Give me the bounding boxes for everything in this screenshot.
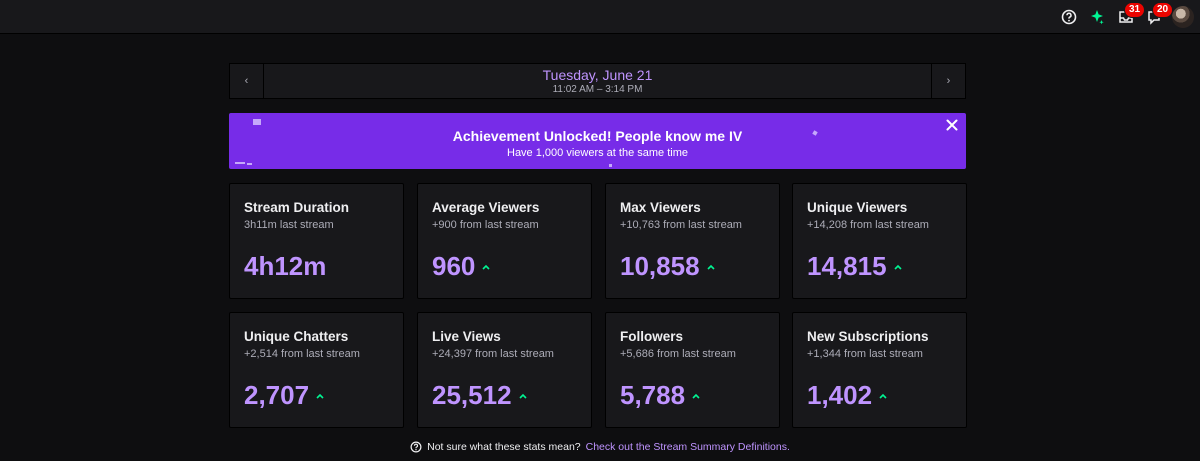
stat-comparison: +14,208 from last stream — [807, 219, 929, 231]
stat-value: 5,788 — [620, 380, 686, 410]
inbox-icon[interactable]: 31 — [1118, 2, 1146, 25]
stat-value-row: 1,402 — [807, 380, 887, 411]
stat-card: Average Viewers +900 from last stream 960 — [417, 183, 592, 299]
achievement-banner: Achievement Unlocked! People know me IV … — [229, 113, 966, 169]
achievement-subtitle: Have 1,000 viewers at the same time — [507, 147, 688, 159]
stat-title: Unique Viewers — [807, 200, 908, 215]
stat-value: 1,402 — [807, 380, 873, 410]
confetti-decoration — [247, 163, 252, 165]
notifications-badge: 20 — [1152, 2, 1174, 18]
close-icon — [946, 119, 958, 131]
help-icon[interactable] — [1061, 9, 1077, 25]
stat-value: 4h12m — [244, 251, 327, 281]
stat-card: Unique Chatters +2,514 from last stream 2,… — [229, 312, 404, 428]
stat-value-row: 25,512 — [432, 380, 527, 411]
stat-value: 2,707 — [244, 380, 310, 410]
inbox-badge: 31 — [1124, 2, 1146, 18]
stat-card: Stream Duration 3h11m last stream 4h12m — [229, 183, 404, 299]
stat-comparison: +1,344 from last stream — [807, 348, 923, 360]
next-stream-button[interactable]: › — [931, 64, 965, 98]
notifications-icon[interactable]: 20 — [1146, 2, 1174, 25]
stream-time-range: 11:02 AM – 3:14 PM — [552, 84, 643, 95]
stat-title: Stream Duration — [244, 200, 350, 215]
stat-card: New Subscriptions +1,344 from last stream… — [792, 312, 967, 428]
stat-card: Max Viewers +10,763 from last stream 10,85… — [605, 183, 780, 299]
stat-comparison: 3h11m last stream — [244, 219, 334, 231]
stat-card: Unique Viewers +14,208 from last stream 14… — [792, 183, 967, 299]
date-navigator: ‹ Tuesday, June 21 11:02 AM – 3:14 PM › — [229, 63, 966, 99]
stat-comparison: +2,514 from last stream — [244, 348, 360, 360]
stat-comparison: +24,397 from last stream — [432, 348, 554, 360]
stat-title: Followers — [620, 329, 684, 344]
help-icon — [410, 441, 422, 453]
definitions-link[interactable]: Check out the Stream Summary Definitions… — [585, 441, 790, 453]
stream-date: Tuesday, June 21 — [542, 67, 653, 83]
close-banner-button[interactable] — [944, 117, 960, 133]
prime-crown-icon[interactable] — [1089, 9, 1105, 25]
confetti-decoration — [235, 162, 245, 164]
previous-stream-button[interactable]: ‹ — [230, 64, 264, 98]
chevron-right-icon: › — [946, 75, 951, 87]
trend-up-icon — [518, 393, 527, 399]
stat-value-row: 4h12m — [244, 251, 326, 282]
stat-card: Followers +5,686 from last stream 5,788 — [605, 312, 780, 428]
footer-text: Not sure what these stats mean? — [427, 441, 581, 453]
stat-title: Max Viewers — [620, 200, 701, 215]
stat-title: Live Views — [432, 329, 501, 344]
stat-value-row: 14,815 — [807, 251, 902, 282]
achievement-title: Achievement Unlocked! People know me IV — [452, 128, 743, 144]
trend-up-icon — [482, 264, 490, 270]
stat-value-row: 2,707 — [244, 380, 324, 411]
stat-value-row: 10,858 — [620, 251, 715, 282]
trend-up-icon — [893, 264, 902, 270]
stat-card: Live Views +24,397 from last stream 25,512 — [417, 312, 592, 428]
stat-value: 960 — [432, 251, 476, 281]
chevron-left-icon: ‹ — [244, 75, 249, 87]
stat-value: 14,815 — [807, 251, 887, 281]
stat-title: Average Viewers — [432, 200, 540, 215]
stat-comparison: +10,763 from last stream — [620, 219, 742, 231]
stat-comparison: +900 from last stream — [432, 219, 539, 231]
avatar[interactable] — [1172, 6, 1194, 28]
stat-comparison: +5,686 from last stream — [620, 348, 736, 360]
stat-title: New Subscriptions — [807, 329, 929, 344]
stat-value: 10,858 — [620, 251, 700, 281]
top-navigation-bar: 31 20 — [0, 0, 1200, 34]
trend-up-icon — [879, 393, 887, 399]
trend-up-icon — [692, 393, 700, 399]
stats-help-footer: Not sure what these stats mean? Check ou… — [0, 441, 1200, 453]
stat-value: 25,512 — [432, 380, 512, 410]
trend-up-icon — [706, 264, 715, 270]
confetti-decoration — [253, 119, 261, 125]
confetti-decoration — [609, 164, 612, 167]
stat-value-row: 960 — [432, 251, 490, 282]
stat-value-row: 5,788 — [620, 380, 700, 411]
stat-title: Unique Chatters — [244, 329, 349, 344]
trend-up-icon — [316, 393, 324, 399]
